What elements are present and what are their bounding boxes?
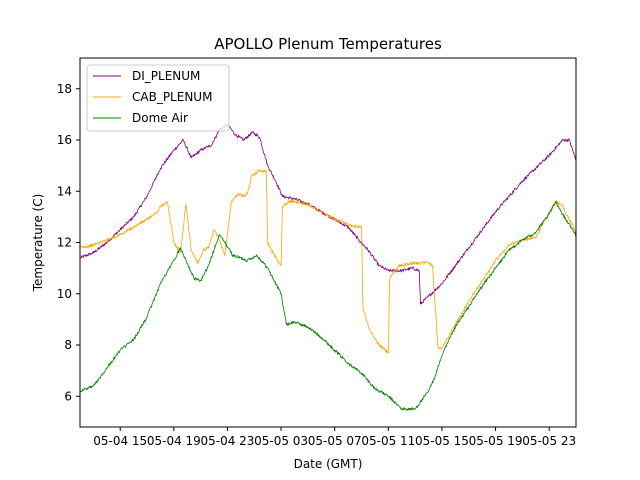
y-tick-label: 10 bbox=[57, 287, 72, 301]
series-line-cab_plenum bbox=[80, 169, 576, 354]
y-tick-label: 18 bbox=[57, 82, 72, 96]
y-tick-label: 6 bbox=[64, 389, 72, 403]
x-axis-label: Date (GMT) bbox=[294, 457, 363, 471]
series-line-dome-air bbox=[80, 200, 576, 411]
x-tick-label: 05-05 15 bbox=[415, 434, 469, 448]
y-axis: 6 8 10 12 14 16 18 bbox=[57, 82, 80, 403]
y-tick-label: 8 bbox=[64, 338, 72, 352]
series-layer bbox=[80, 124, 576, 411]
legend-label: CAB_PLENUM bbox=[132, 90, 212, 104]
x-tick-label: 05-05 19 bbox=[469, 434, 523, 448]
y-tick-label: 12 bbox=[57, 236, 72, 250]
x-tick-label: 05-05 03 bbox=[254, 434, 308, 448]
legend-box bbox=[86, 64, 230, 132]
x-axis: 05-04 15 05-04 19 05-04 23 05-05 03 05-05 07… bbox=[93, 427, 576, 448]
x-tick-label: 05-05 11 bbox=[361, 434, 415, 448]
legend-label: DI_PLENUM bbox=[132, 69, 200, 83]
x-tick-label: 05-05 07 bbox=[308, 434, 362, 448]
chart-title: APOLLO Plenum Temperatures bbox=[214, 35, 442, 53]
legend: DI_PLENUM CAB_PLENUM Dome Air bbox=[86, 64, 230, 132]
y-axis-label: Temperature (C) bbox=[31, 194, 45, 293]
x-tick-label: 05-04 19 bbox=[147, 434, 201, 448]
legend-label: Dome Air bbox=[132, 111, 188, 125]
y-tick-label: 16 bbox=[57, 133, 72, 147]
y-tick-label: 14 bbox=[57, 184, 72, 198]
x-tick-label: 05-05 23 bbox=[522, 434, 576, 448]
x-tick-label: 05-04 15 bbox=[93, 434, 147, 448]
x-tick-label: 05-04 23 bbox=[200, 434, 254, 448]
